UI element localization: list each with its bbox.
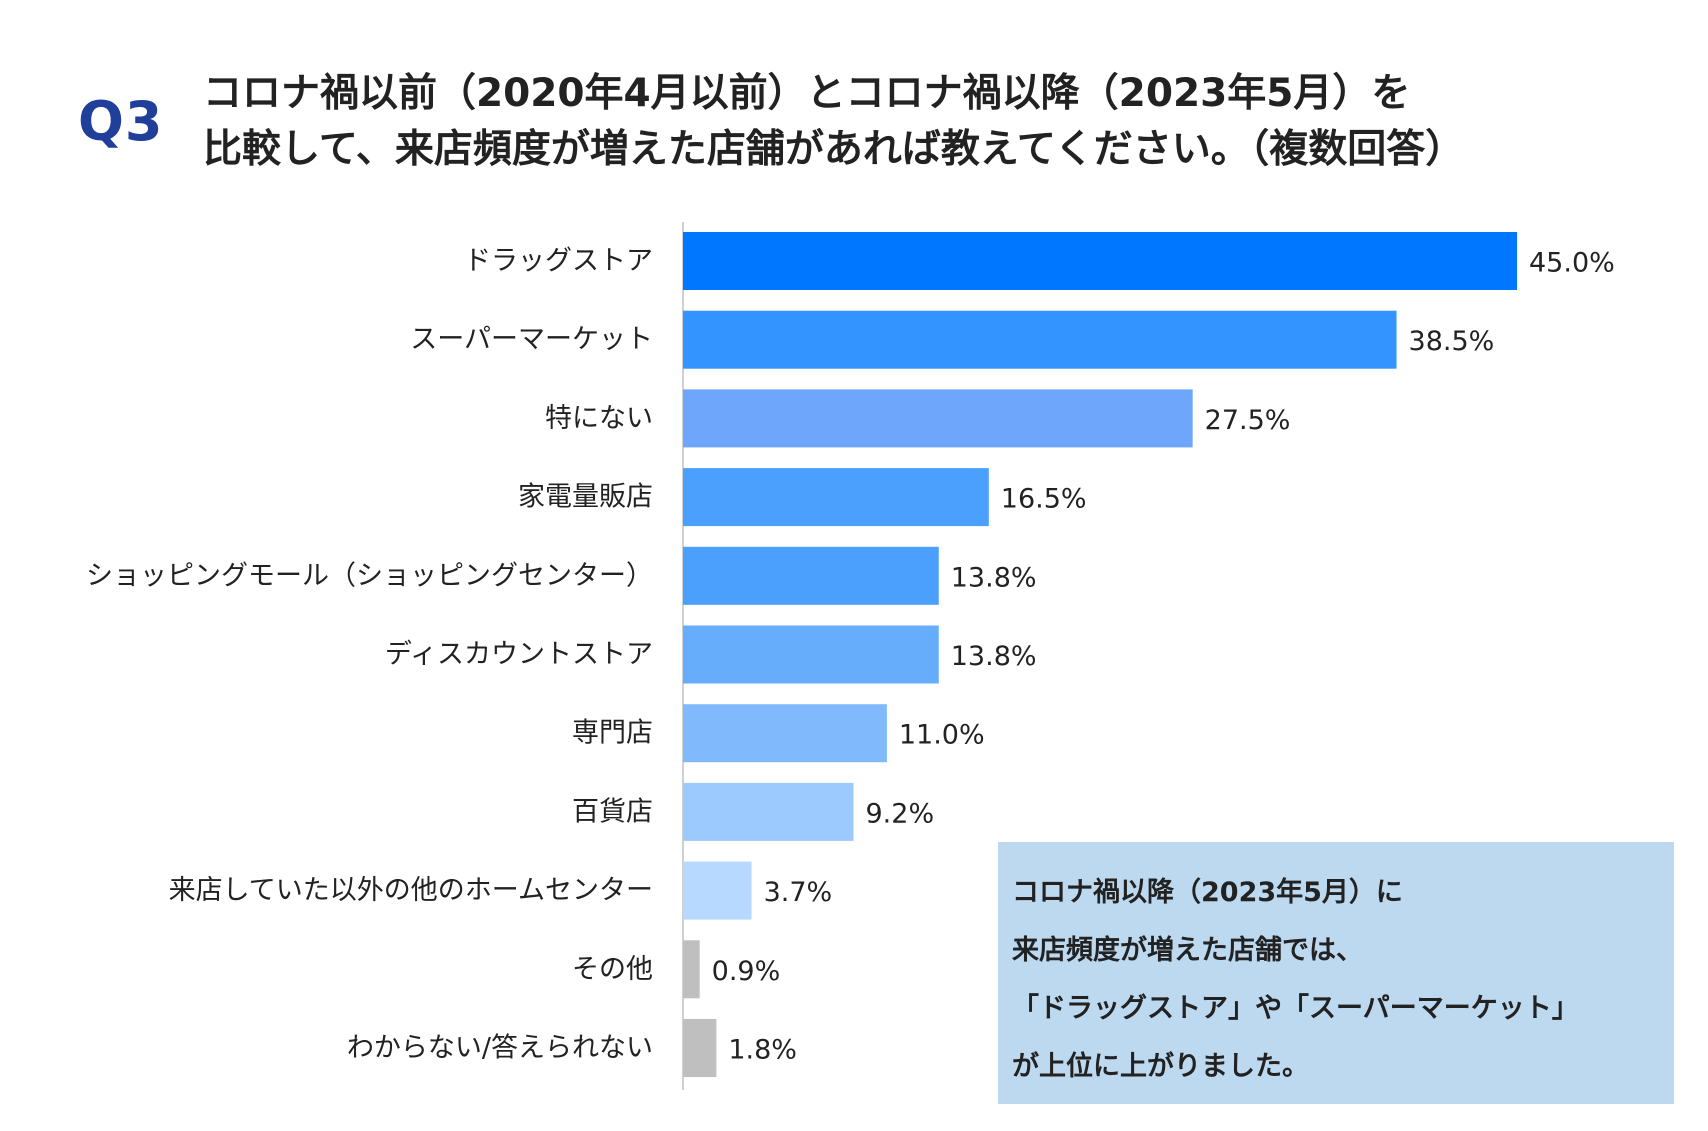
question-title-line-2: 比較して、来店頻度が増えた店舗があれば教えてください。（複数回答） — [203, 127, 1465, 172]
bar-6 — [683, 625, 939, 684]
data-label-3: 27.5% — [1205, 405, 1291, 436]
bar-3 — [683, 389, 1193, 448]
data-label-11: 1.8% — [728, 1035, 797, 1066]
category-label-9: 来店していた以外の他のホームセンター — [169, 875, 653, 906]
bar-1 — [683, 232, 1517, 290]
bar-10 — [683, 940, 700, 999]
bar-7 — [683, 704, 887, 763]
category-label-3: 特にない — [545, 403, 653, 434]
bar-11 — [683, 1019, 717, 1077]
summary-note-line-2: 来店頻度が増えた店舗では、 — [1012, 935, 1363, 966]
category-label-1: ドラッグストア — [464, 246, 653, 277]
data-label-5: 13.8% — [951, 562, 1037, 593]
summary-note-line-3: 「ドラッグストア」や「スーパーマーケット」 — [1012, 993, 1579, 1024]
data-label-10: 0.9% — [712, 956, 781, 987]
summary-note-line-1: コロナ禍以降（2023年5月）に — [1012, 877, 1403, 908]
category-label-11: わからない/答えられない — [347, 1033, 653, 1064]
question-title: コロナ禍以前（2020年4月以前）とコロナ禍以降（2023年5月）を 比較して、… — [203, 66, 1464, 178]
data-label-8: 9.2% — [866, 798, 935, 829]
category-label-8: 百貨店 — [572, 796, 653, 827]
category-label-2: スーパーマーケット — [410, 324, 653, 355]
bar-5 — [683, 546, 939, 605]
data-label-7: 11.0% — [899, 720, 985, 751]
question-number: Q3 — [78, 90, 164, 153]
summary-note-line-4: が上位に上がりました。 — [1012, 1051, 1309, 1082]
category-label-7: 専門店 — [572, 718, 653, 749]
data-label-9: 3.7% — [764, 877, 833, 908]
data-label-1: 45.0% — [1529, 248, 1615, 279]
category-label-10: その他 — [572, 954, 653, 985]
category-label-5: ショッピングモール（ショッピングセンター） — [86, 560, 653, 591]
bar-2 — [683, 310, 1397, 369]
category-label-4: 家電量販店 — [518, 482, 653, 513]
bar-9 — [683, 861, 752, 920]
summary-note-box: コロナ禍以降（2023年5月）に 来店頻度が増えた店舗では、 「ドラッグストア」… — [998, 842, 1674, 1104]
category-label-6: ディスカウントストア — [385, 639, 653, 670]
bar-4 — [683, 468, 989, 527]
data-label-4: 16.5% — [1001, 484, 1087, 515]
bar-8 — [683, 782, 854, 841]
data-label-6: 13.8% — [951, 641, 1037, 672]
data-label-2: 38.5% — [1409, 326, 1495, 357]
question-title-line-1: コロナ禍以前（2020年4月以前）とコロナ禍以降（2023年5月）を — [203, 71, 1411, 116]
